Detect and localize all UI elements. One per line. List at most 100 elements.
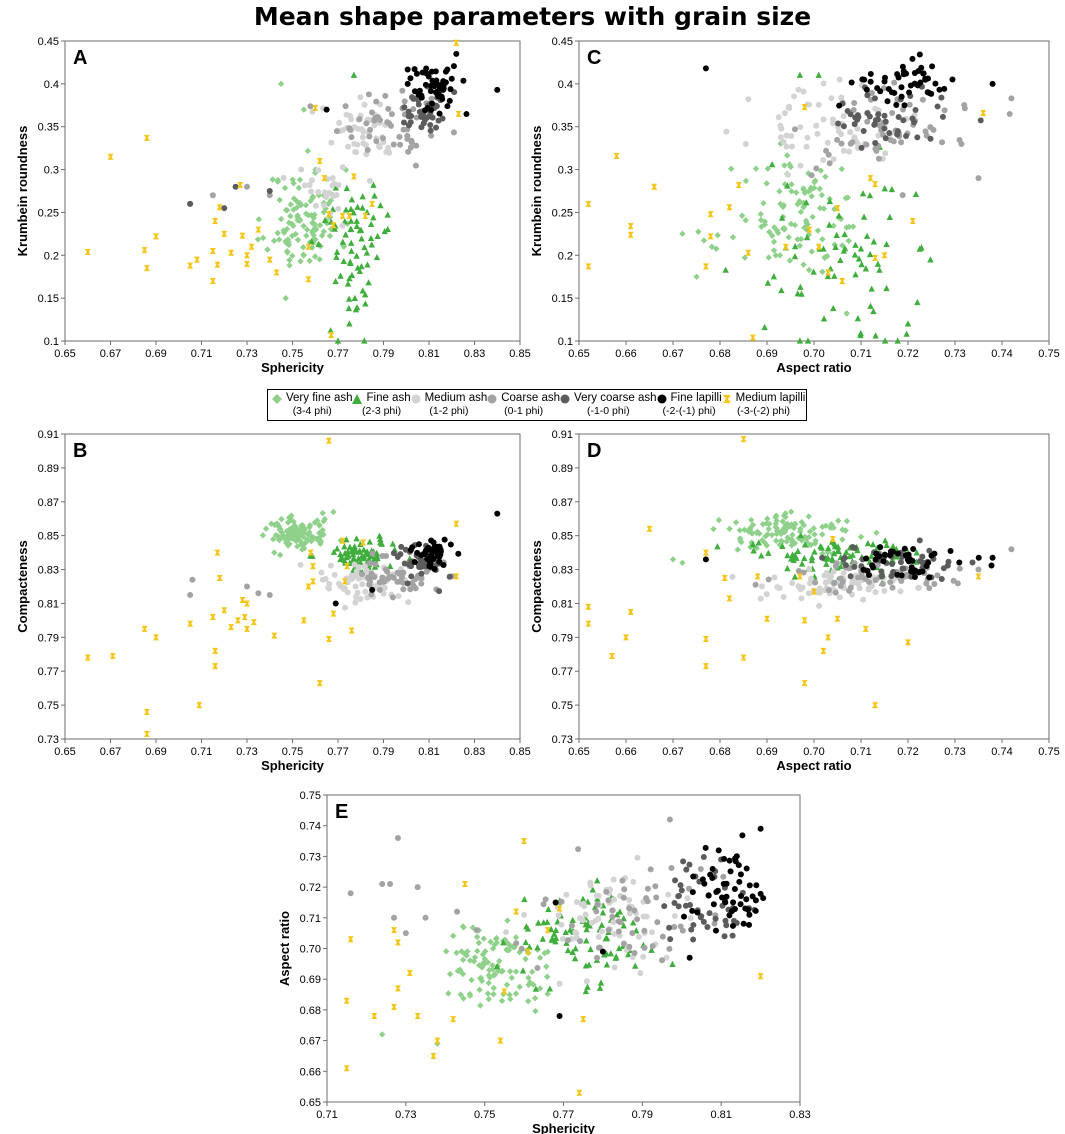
data-point bbox=[535, 919, 542, 926]
data-point bbox=[903, 571, 910, 578]
data-point bbox=[626, 943, 633, 950]
data-point bbox=[542, 896, 549, 903]
data-point bbox=[894, 571, 901, 578]
data-point bbox=[831, 540, 838, 547]
data-point bbox=[363, 249, 371, 256]
data-point bbox=[266, 256, 273, 263]
y-tick-label: 0.83 bbox=[552, 565, 573, 577]
data-point bbox=[342, 103, 349, 110]
data-point bbox=[956, 559, 963, 566]
data-point bbox=[882, 552, 889, 559]
data-point bbox=[898, 84, 905, 91]
data-point bbox=[573, 899, 580, 906]
data-point bbox=[427, 127, 434, 134]
data-point bbox=[840, 556, 847, 563]
data-point bbox=[309, 227, 316, 235]
data-point bbox=[459, 956, 467, 964]
data-point bbox=[799, 584, 806, 591]
data-point bbox=[877, 544, 884, 551]
series-medium-lapilli bbox=[84, 39, 462, 338]
data-point bbox=[300, 617, 307, 624]
data-point bbox=[637, 970, 644, 977]
data-point bbox=[361, 337, 368, 344]
data-point bbox=[379, 881, 386, 888]
legend-range: (-3-(-2) phi) bbox=[736, 405, 791, 417]
data-point bbox=[281, 184, 289, 192]
data-point bbox=[320, 518, 327, 525]
data-point bbox=[579, 895, 587, 902]
data-point bbox=[749, 521, 757, 529]
data-point bbox=[667, 936, 674, 943]
data-point bbox=[824, 272, 832, 280]
data-point bbox=[954, 580, 961, 587]
data-point bbox=[823, 569, 830, 576]
data-point bbox=[765, 576, 772, 583]
data-point bbox=[759, 537, 766, 544]
data-point bbox=[266, 591, 273, 598]
data-point bbox=[603, 934, 611, 942]
data-point bbox=[723, 893, 730, 900]
data-point bbox=[631, 907, 638, 914]
data-point bbox=[307, 549, 314, 556]
data-point bbox=[812, 177, 819, 184]
data-point bbox=[934, 103, 941, 110]
data-point bbox=[411, 559, 418, 566]
data-point bbox=[342, 550, 349, 557]
data-point bbox=[629, 929, 636, 936]
data-point bbox=[408, 573, 415, 580]
data-point bbox=[816, 602, 823, 609]
data-point bbox=[689, 889, 696, 896]
data-point bbox=[455, 110, 462, 117]
data-point bbox=[689, 907, 696, 914]
data-point bbox=[519, 967, 527, 974]
data-point bbox=[323, 194, 330, 201]
data-point bbox=[413, 70, 420, 77]
data-point bbox=[871, 121, 878, 128]
data-point bbox=[367, 220, 375, 228]
data-point bbox=[414, 549, 421, 556]
data-point bbox=[209, 614, 216, 620]
y-tick-label: 0.77 bbox=[552, 666, 573, 678]
data-point bbox=[643, 913, 650, 920]
data-point bbox=[433, 124, 440, 131]
data-point bbox=[702, 844, 709, 851]
data-point bbox=[899, 192, 906, 199]
legend-item: Medium ash (1-2 phi) bbox=[411, 392, 488, 418]
diamond-marker-icon bbox=[272, 393, 282, 404]
data-point bbox=[671, 900, 678, 907]
data-point bbox=[347, 126, 354, 133]
data-point bbox=[791, 243, 799, 250]
data-point bbox=[842, 194, 849, 202]
data-point bbox=[872, 254, 879, 261]
data-point bbox=[745, 906, 752, 913]
data-point bbox=[927, 135, 934, 142]
scatter-panel-a: 0.65 0.67 0.69 0.71 0.73 0.75 0.77 0.79 0.81 0.83… bbox=[15, 36, 531, 375]
data-point bbox=[905, 639, 911, 646]
data-point bbox=[568, 922, 575, 929]
data-point bbox=[851, 544, 858, 551]
y-tick-label: 0.66 bbox=[300, 1066, 321, 1078]
data-point bbox=[347, 890, 354, 897]
data-point bbox=[748, 539, 755, 546]
data-point bbox=[316, 680, 323, 687]
data-point bbox=[794, 547, 802, 554]
y-tick-label: 0.1 bbox=[44, 336, 59, 348]
data-point bbox=[672, 877, 679, 884]
data-point bbox=[410, 582, 417, 589]
data-point bbox=[366, 578, 373, 585]
data-point bbox=[722, 917, 729, 924]
data-point bbox=[339, 212, 346, 219]
data-point bbox=[836, 76, 843, 83]
data-point bbox=[726, 857, 733, 864]
data-point bbox=[870, 564, 877, 571]
data-point bbox=[702, 636, 709, 643]
data-point bbox=[433, 88, 440, 95]
data-point bbox=[333, 253, 340, 260]
data-point bbox=[402, 930, 409, 937]
data-point bbox=[582, 987, 590, 995]
data-point bbox=[699, 876, 706, 883]
legend-label: Medium ash bbox=[424, 392, 488, 404]
data-point bbox=[292, 524, 299, 531]
data-point bbox=[244, 625, 250, 632]
data-point bbox=[663, 954, 670, 961]
